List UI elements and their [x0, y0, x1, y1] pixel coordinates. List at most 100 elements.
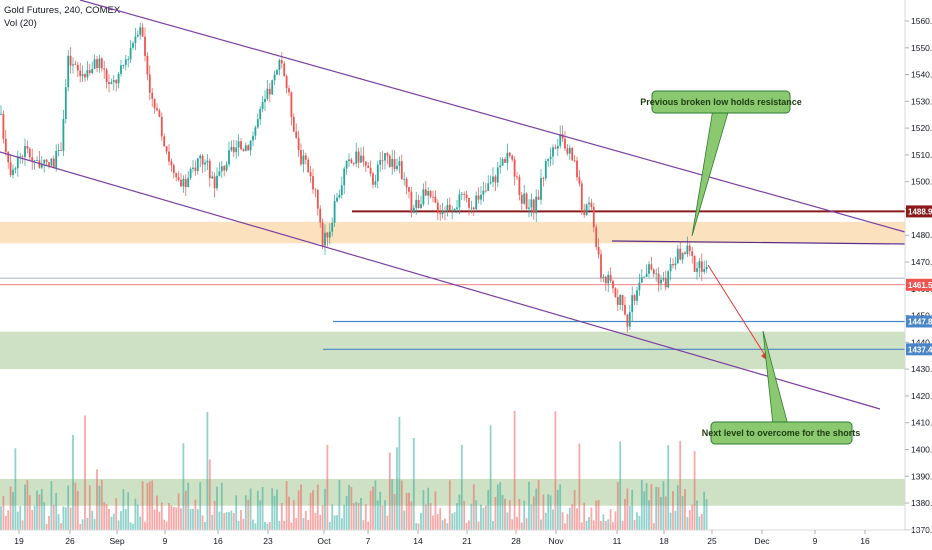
candle-body: [98, 58, 101, 68]
candle-body: [278, 60, 281, 71]
chart-title: Gold Futures, 240, COMEX: [4, 5, 121, 16]
candle-body: [705, 266, 708, 269]
volume-bar: [223, 512, 226, 530]
candle-body: [688, 245, 691, 252]
volume-bar: [604, 520, 607, 530]
volume-bar: [700, 514, 703, 530]
volume-bar: [184, 490, 187, 530]
candle-body: [328, 231, 331, 238]
candle-body: [273, 74, 276, 81]
candle-body: [62, 119, 65, 151]
volume-bar: [333, 515, 336, 530]
candle-body: [482, 190, 485, 195]
volume-bar: [319, 514, 322, 530]
volume-layer: [0, 410, 708, 530]
candle-body: [686, 245, 689, 255]
candle-body: [410, 191, 413, 213]
candle-body: [0, 113, 2, 115]
candle-body: [129, 47, 132, 60]
volume-bar: [36, 490, 38, 530]
volume-bar: [388, 452, 391, 530]
x-tick-label-13: 18: [659, 536, 669, 546]
candle-body: [297, 137, 300, 151]
candle-body: [429, 190, 432, 197]
candle-body: [216, 175, 218, 189]
candle-body: [103, 68, 106, 70]
candle-body: [12, 169, 14, 176]
volume-bar: [645, 483, 648, 530]
y-tick-label-2: 1390.0: [911, 471, 932, 481]
volume-bar: [172, 506, 175, 530]
candle-body: [547, 158, 550, 162]
volume-bar: [672, 491, 674, 530]
candle-body: [645, 273, 648, 277]
candle-body: [388, 155, 391, 167]
volume-bar: [76, 491, 79, 530]
x-tick-label-12: 11: [613, 536, 622, 546]
candle-body: [664, 278, 667, 288]
candle-body: [153, 98, 156, 109]
candle-body: [357, 151, 360, 163]
volume-bar: [196, 509, 199, 530]
candle-body: [242, 149, 245, 151]
candle-body: [314, 189, 317, 191]
volume-bar: [160, 502, 163, 530]
candle-body: [456, 207, 458, 209]
volume-bar: [417, 523, 420, 530]
candle-body: [19, 156, 22, 158]
volume-bar: [381, 505, 384, 530]
candle-body: [374, 181, 377, 185]
candle-body: [256, 119, 259, 128]
volume-bar: [444, 518, 446, 530]
candle-body: [417, 199, 420, 209]
volume-bar: [312, 490, 314, 530]
candle-body: [261, 102, 264, 110]
volume-bar: [415, 523, 418, 530]
volume-bar: [576, 508, 578, 530]
volume-bar: [93, 518, 96, 530]
volume-bar: [321, 505, 324, 530]
volume-bar: [657, 487, 660, 530]
candle-body: [580, 183, 583, 210]
candle-body: [237, 141, 240, 148]
volume-bar: [280, 503, 283, 530]
candle-body: [115, 80, 118, 84]
x-tick-label-16: 9: [813, 536, 818, 546]
candle-body: [290, 92, 293, 117]
resistance-line: [611, 240, 906, 245]
candle-body: [235, 147, 238, 153]
volume-bar: [295, 517, 298, 530]
candle-body: [506, 152, 509, 163]
candle-body: [218, 171, 221, 176]
candle-body: [187, 177, 190, 188]
volume-bar: [326, 444, 329, 530]
volume-bar: [360, 497, 362, 530]
volume-bar: [624, 498, 626, 530]
candle-body: [516, 176, 518, 178]
volume-bar: [436, 513, 439, 530]
volume-bar: [309, 493, 312, 530]
candle-body: [672, 264, 674, 266]
volume-bar: [484, 505, 487, 530]
volume-bar: [86, 517, 89, 530]
x-tick-label-17: 16: [860, 536, 870, 546]
volume-bar: [16, 511, 19, 530]
y-tick-label-11: 1480.0: [911, 230, 932, 240]
y-tick-label-17: 1540.0: [911, 70, 932, 80]
candle-body: [52, 158, 55, 168]
volume-bar: [350, 486, 353, 530]
candle-body: [144, 36, 146, 56]
candle-body: [465, 194, 468, 198]
volume-bar: [679, 440, 682, 530]
channel-lower-line: [0, 151, 881, 410]
candle-body: [316, 189, 319, 209]
volume-bar: [446, 523, 449, 530]
volume-bar: [424, 504, 427, 530]
volume-bar: [621, 520, 624, 530]
candle-body: [501, 159, 504, 166]
candle-body: [362, 155, 365, 162]
candle-body: [276, 70, 278, 75]
candle-body: [84, 74, 86, 78]
candle-body: [213, 176, 216, 189]
